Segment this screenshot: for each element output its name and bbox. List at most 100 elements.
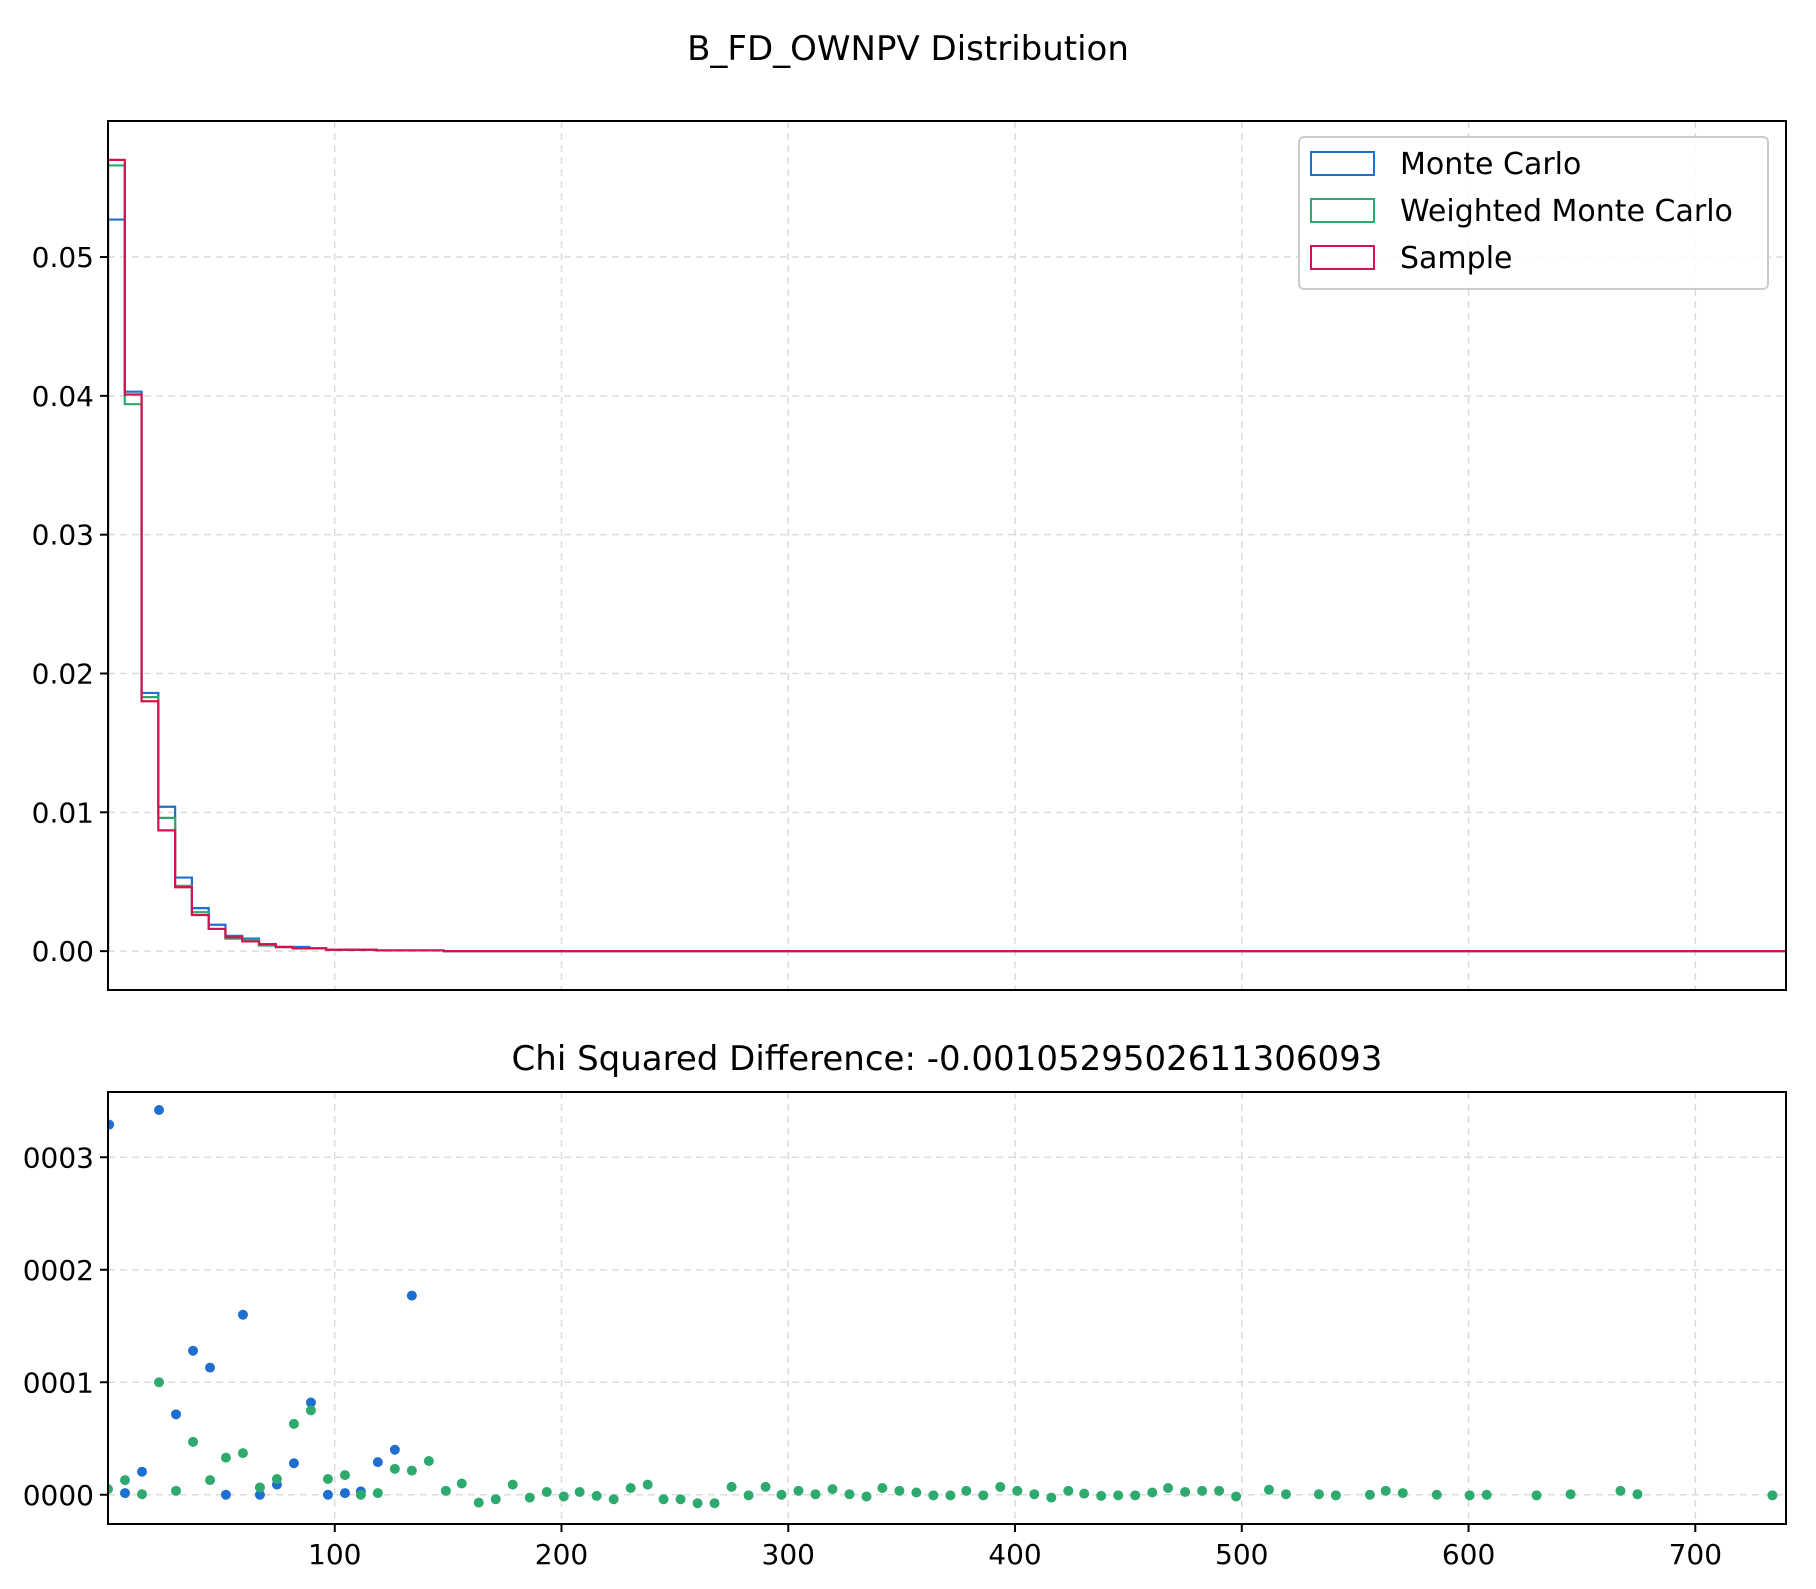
chi-squared-point-weighted-monte-carlo xyxy=(928,1490,939,1501)
chi-squared-point-weighted-monte-carlo xyxy=(894,1485,905,1496)
chi-squared-point-weighted-monte-carlo xyxy=(1397,1488,1408,1499)
chi-squared-point-weighted-monte-carlo xyxy=(911,1487,922,1498)
chi-squared-grid xyxy=(108,1092,1786,1524)
chi-squared-y-ticks: 0000 0001 0002 0003 xyxy=(23,1141,108,1512)
chi-squared-point-monte-carlo xyxy=(237,1309,248,1320)
chi-squared-point-weighted-monte-carlo xyxy=(1531,1490,1542,1501)
chi-squared-x-ticks: 100 200 300 400 500 600 700 xyxy=(308,1524,1722,1571)
chi-squared-point-monte-carlo xyxy=(322,1489,333,1500)
chi-squared-point-weighted-monte-carlo xyxy=(220,1452,231,1463)
chi-squared-point-monte-carlo xyxy=(154,1105,165,1115)
chi-squared-point-weighted-monte-carlo xyxy=(1431,1489,1442,1500)
chi-squared-point-monte-carlo xyxy=(220,1489,231,1500)
chi-squared-point-weighted-monte-carlo xyxy=(288,1418,299,1429)
chi-squared-point-weighted-monte-carlo xyxy=(205,1475,216,1486)
chi-squared-point-weighted-monte-carlo xyxy=(1565,1489,1576,1500)
chi-squared-point-weighted-monte-carlo xyxy=(355,1489,366,1500)
legend-swatch-weighted-monte-carlo xyxy=(1310,198,1375,223)
chi-squared-point-weighted-monte-carlo xyxy=(171,1485,182,1496)
legend-label-sample: Sample xyxy=(1400,241,1513,276)
histogram-series-sample xyxy=(108,158,1786,953)
chi-squared-point-weighted-monte-carlo xyxy=(1130,1490,1141,1501)
chi-squared-point-weighted-monte-carlo xyxy=(237,1448,248,1459)
chi-squared-y-tick-label: 0002 xyxy=(23,1254,94,1287)
chi-squared-point-weighted-monte-carlo xyxy=(1231,1491,1242,1502)
chi-squared-point-weighted-monte-carlo xyxy=(810,1489,821,1500)
chi-squared-point-weighted-monte-carlo xyxy=(1214,1485,1225,1496)
histogram-y-ticks: 0.00 0.01 0.02 0.03 0.04 0.05 xyxy=(32,241,108,968)
figure-title: B_FD_OWNPV Distribution xyxy=(687,29,1129,69)
chi-squared-point-weighted-monte-carlo xyxy=(440,1485,451,1496)
chi-squared-point-monte-carlo xyxy=(254,1489,265,1500)
chi-squared-point-weighted-monte-carlo xyxy=(827,1484,838,1495)
chi-squared-point-weighted-monte-carlo xyxy=(574,1486,585,1497)
chi-squared-point-weighted-monte-carlo xyxy=(406,1465,417,1476)
chi-squared-point-weighted-monte-carlo xyxy=(1313,1489,1324,1500)
chi-squared-panel: Chi Squared Difference: -0.0010529502611… xyxy=(23,1039,1787,1571)
legend-entry-sample: Sample xyxy=(1310,241,1513,276)
chi-squared-point-weighted-monte-carlo xyxy=(305,1405,316,1416)
chi-squared-point-weighted-monte-carlo xyxy=(1063,1485,1074,1496)
chi-squared-x-tick-label: 400 xyxy=(988,1538,1041,1571)
legend-swatch-monte-carlo xyxy=(1310,151,1375,176)
chi-squared-point-weighted-monte-carlo xyxy=(861,1491,872,1502)
chi-squared-point-weighted-monte-carlo xyxy=(1615,1485,1626,1496)
chi-squared-point-weighted-monte-carlo xyxy=(1481,1489,1492,1500)
chi-squared-points xyxy=(108,1105,1778,1509)
histogram-panel: 0.00 0.01 0.02 0.03 0.04 0.05 Monte Carlo Wei… xyxy=(32,120,1787,991)
chi-squared-x-tick-label: 700 xyxy=(1669,1538,1722,1571)
chi-squared-point-weighted-monte-carlo xyxy=(389,1463,400,1474)
chi-squared-point-weighted-monte-carlo xyxy=(675,1494,686,1505)
chi-squared-point-weighted-monte-carlo xyxy=(188,1436,199,1447)
legend-entry-monte-carlo: Monte Carlo xyxy=(1310,147,1581,182)
chi-squared-point-weighted-monte-carlo xyxy=(1263,1484,1274,1495)
histogram-y-tick-label: 0.01 xyxy=(32,796,94,829)
chi-squared-point-monte-carlo xyxy=(137,1466,148,1477)
chi-squared-point-monte-carlo xyxy=(120,1488,131,1499)
chi-squared-point-weighted-monte-carlo xyxy=(1147,1487,1158,1498)
histogram-y-tick-label: 0.02 xyxy=(32,657,94,690)
chi-squared-y-tick-label: 0001 xyxy=(23,1366,94,1399)
chi-squared-point-weighted-monte-carlo xyxy=(339,1470,350,1481)
histogram-axes-frame xyxy=(107,120,1787,991)
chi-squared-point-weighted-monte-carlo xyxy=(1364,1489,1375,1500)
chi-squared-point-weighted-monte-carlo xyxy=(726,1481,737,1492)
chi-squared-point-weighted-monte-carlo xyxy=(1096,1490,1107,1501)
chi-squared-point-weighted-monte-carlo xyxy=(793,1485,804,1496)
chi-squared-point-monte-carlo xyxy=(205,1362,216,1373)
chi-squared-point-weighted-monte-carlo xyxy=(776,1489,787,1500)
chi-squared-point-weighted-monte-carlo xyxy=(743,1490,754,1501)
chi-squared-x-tick-label: 500 xyxy=(1215,1538,1268,1571)
chi-squared-point-weighted-monte-carlo xyxy=(322,1474,333,1484)
legend-swatch-sample xyxy=(1310,245,1375,270)
chi-squared-point-weighted-monte-carlo xyxy=(1012,1485,1023,1496)
chi-squared-point-monte-carlo xyxy=(188,1345,199,1356)
histogram-y-tick-label: 0.00 xyxy=(32,935,94,968)
chi-squared-x-tick-label: 600 xyxy=(1442,1538,1495,1571)
chi-squared-point-weighted-monte-carlo xyxy=(1113,1490,1124,1501)
chi-squared-x-tick-label: 100 xyxy=(308,1538,361,1571)
legend-frame xyxy=(1298,136,1769,290)
chi-squared-point-weighted-monte-carlo xyxy=(642,1479,653,1490)
chi-squared-point-weighted-monte-carlo xyxy=(995,1481,1006,1492)
histogram-y-tick-label: 0.05 xyxy=(32,241,94,274)
histogram-steps xyxy=(108,158,1786,953)
chi-squared-point-monte-carlo xyxy=(406,1290,417,1301)
chi-squared-point-weighted-monte-carlo xyxy=(1197,1485,1208,1496)
chi-squared-point-weighted-monte-carlo xyxy=(507,1479,518,1490)
chi-squared-point-weighted-monte-carlo xyxy=(1380,1485,1391,1496)
chi-squared-point-weighted-monte-carlo xyxy=(1330,1490,1341,1501)
chi-squared-point-weighted-monte-carlo xyxy=(423,1456,434,1466)
chi-squared-point-weighted-monte-carlo xyxy=(591,1490,602,1501)
chi-squared-point-weighted-monte-carlo xyxy=(1767,1490,1778,1501)
chi-squared-point-weighted-monte-carlo xyxy=(558,1491,569,1502)
chi-squared-point-weighted-monte-carlo xyxy=(541,1486,552,1497)
chi-squared-point-weighted-monte-carlo xyxy=(271,1474,282,1484)
chi-squared-point-weighted-monte-carlo xyxy=(1029,1489,1040,1500)
chi-squared-title: Chi Squared Difference: -0.0010529502611… xyxy=(512,1039,1383,1079)
chi-squared-point-weighted-monte-carlo xyxy=(372,1488,383,1499)
chi-squared-point-weighted-monte-carlo xyxy=(692,1498,703,1509)
chi-squared-point-weighted-monte-carlo xyxy=(625,1483,636,1493)
chi-squared-point-weighted-monte-carlo xyxy=(1163,1483,1174,1493)
